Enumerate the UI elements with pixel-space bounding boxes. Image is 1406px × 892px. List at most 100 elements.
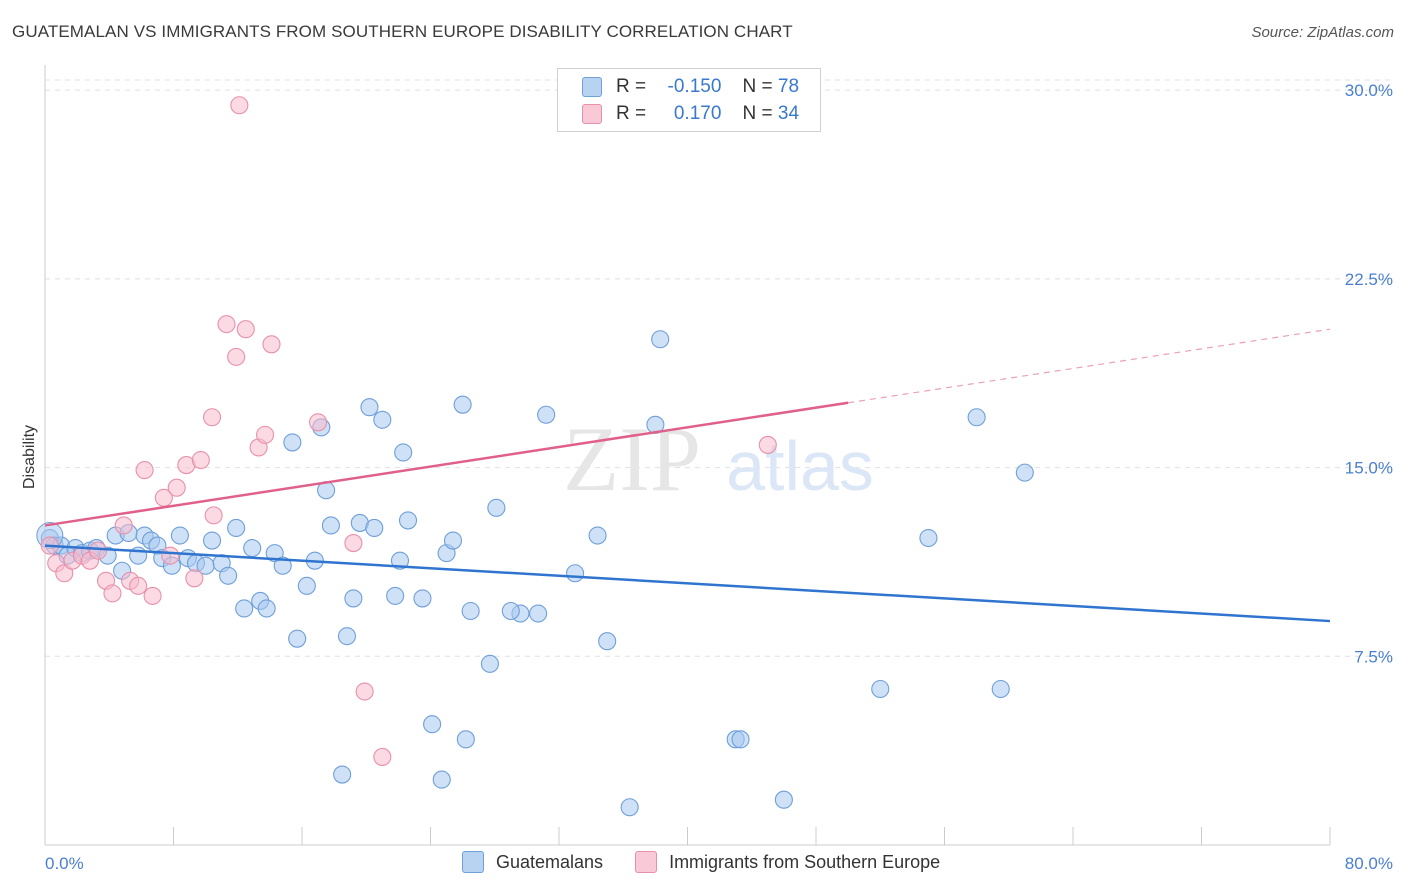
legend-swatch-pink [582,104,602,124]
data-point [731,730,750,749]
series-legend: Guatemalans Immigrants from Southern Eur… [462,851,972,873]
data-point [235,599,254,618]
data-point [191,450,210,470]
data-point [219,566,238,585]
data-point [432,770,451,789]
grid-lines [45,79,1395,657]
x-tick-label: 80.0% [1345,854,1393,873]
data-point [203,531,222,550]
trend-lines [44,328,1331,623]
data-point [398,511,418,530]
data-point [256,425,275,444]
legend-n-label: N = [742,103,773,124]
data-point [344,589,363,608]
data-point [461,601,480,621]
data-point [337,627,357,646]
y-tick-label: 22.5% [1345,270,1393,289]
data-point [243,539,262,558]
data-point [297,576,316,595]
x-tick-label: 0.0% [45,854,84,873]
data-point [355,682,374,701]
legend-swatch-pink [635,851,658,873]
data-point [651,330,670,349]
data-point [456,730,475,749]
chart-title: GUATEMALAN VS IMMIGRANTS FROM SOUTHERN E… [12,22,793,41]
data-point [185,569,204,588]
data-point [333,765,352,784]
data-point [373,747,392,766]
data-point [273,556,292,575]
data-point [161,546,180,565]
y-axis-label: Disability [21,425,38,489]
legend-item-southern-europe: Immigrants from Southern Europe [635,851,940,873]
data-point [394,443,413,462]
data-point [501,601,520,621]
data-point [170,526,189,545]
data-point [204,506,223,525]
correlation-legend: R = -0.150 N = 78 R = 0.170 N = 34 [557,68,821,132]
data-point [413,589,432,608]
y-tick-label: 30.0% [1345,81,1393,100]
data-point [129,576,148,595]
data-point [453,395,472,414]
data-point [1015,463,1034,482]
y-tick-label: 7.5% [1354,647,1393,666]
data-point [360,398,379,417]
y-tick-label: 15.0% [1345,459,1393,478]
data-point [262,335,281,354]
data-point [758,435,777,454]
legend-row-guatemalans: R = -0.150 N = 78 [582,75,799,99]
legend-r-value: 0.170 [673,103,722,124]
source-label: Source: ZipAtlas.com [1251,24,1394,41]
data-point [386,586,405,605]
data-point [227,518,246,538]
data-point [217,315,236,334]
data-point [919,528,938,548]
data-point [344,534,363,553]
data-point [423,715,442,734]
trend-line-solid [44,544,1331,623]
data-point [871,679,890,699]
data-point [480,654,499,673]
legend-r-label: R = [616,103,647,124]
data-point [321,516,340,535]
data-point [114,516,133,535]
data-point [288,629,307,648]
legend-r-label: R = [616,76,647,97]
watermark-atlas: atlas [726,427,874,505]
legend-row-southern-europe: R = 0.170 N = 34 [582,102,799,126]
data-point [283,433,302,452]
watermark-zip: ZIP [563,408,701,510]
series-southern-europe [40,96,777,766]
trend-line-dashed [848,328,1331,404]
legend-n-label: N = [742,76,773,97]
legend-item-guatemalans: Guatemalans [462,851,603,873]
data-point [236,320,255,339]
legend-n-value: 78 [777,76,800,97]
data-point [135,461,154,480]
data-point [967,408,986,427]
data-point [373,410,392,429]
legend-label-guatemalans: Guatemalans [496,851,604,872]
data-point [230,96,249,115]
data-point [203,408,222,427]
data-point [991,679,1010,699]
data-point [598,632,617,651]
data-point [103,584,122,603]
legend-label-southern-europe: Immigrants from Southern Europe [669,851,941,872]
data-point [390,551,410,570]
data-point [566,564,585,583]
trend-line-solid [44,401,849,527]
data-point [487,498,506,517]
data-point [227,347,246,366]
y-tick-labels: 7.5% 15.0% 22.5% 30.0% [1345,81,1393,666]
data-point [588,526,607,545]
data-point [167,478,186,497]
data-point [143,586,162,605]
data-point [365,518,384,538]
data-point [257,599,276,618]
data-point [529,604,548,623]
legend-n-value: 34 [777,103,800,124]
data-point [774,790,793,809]
